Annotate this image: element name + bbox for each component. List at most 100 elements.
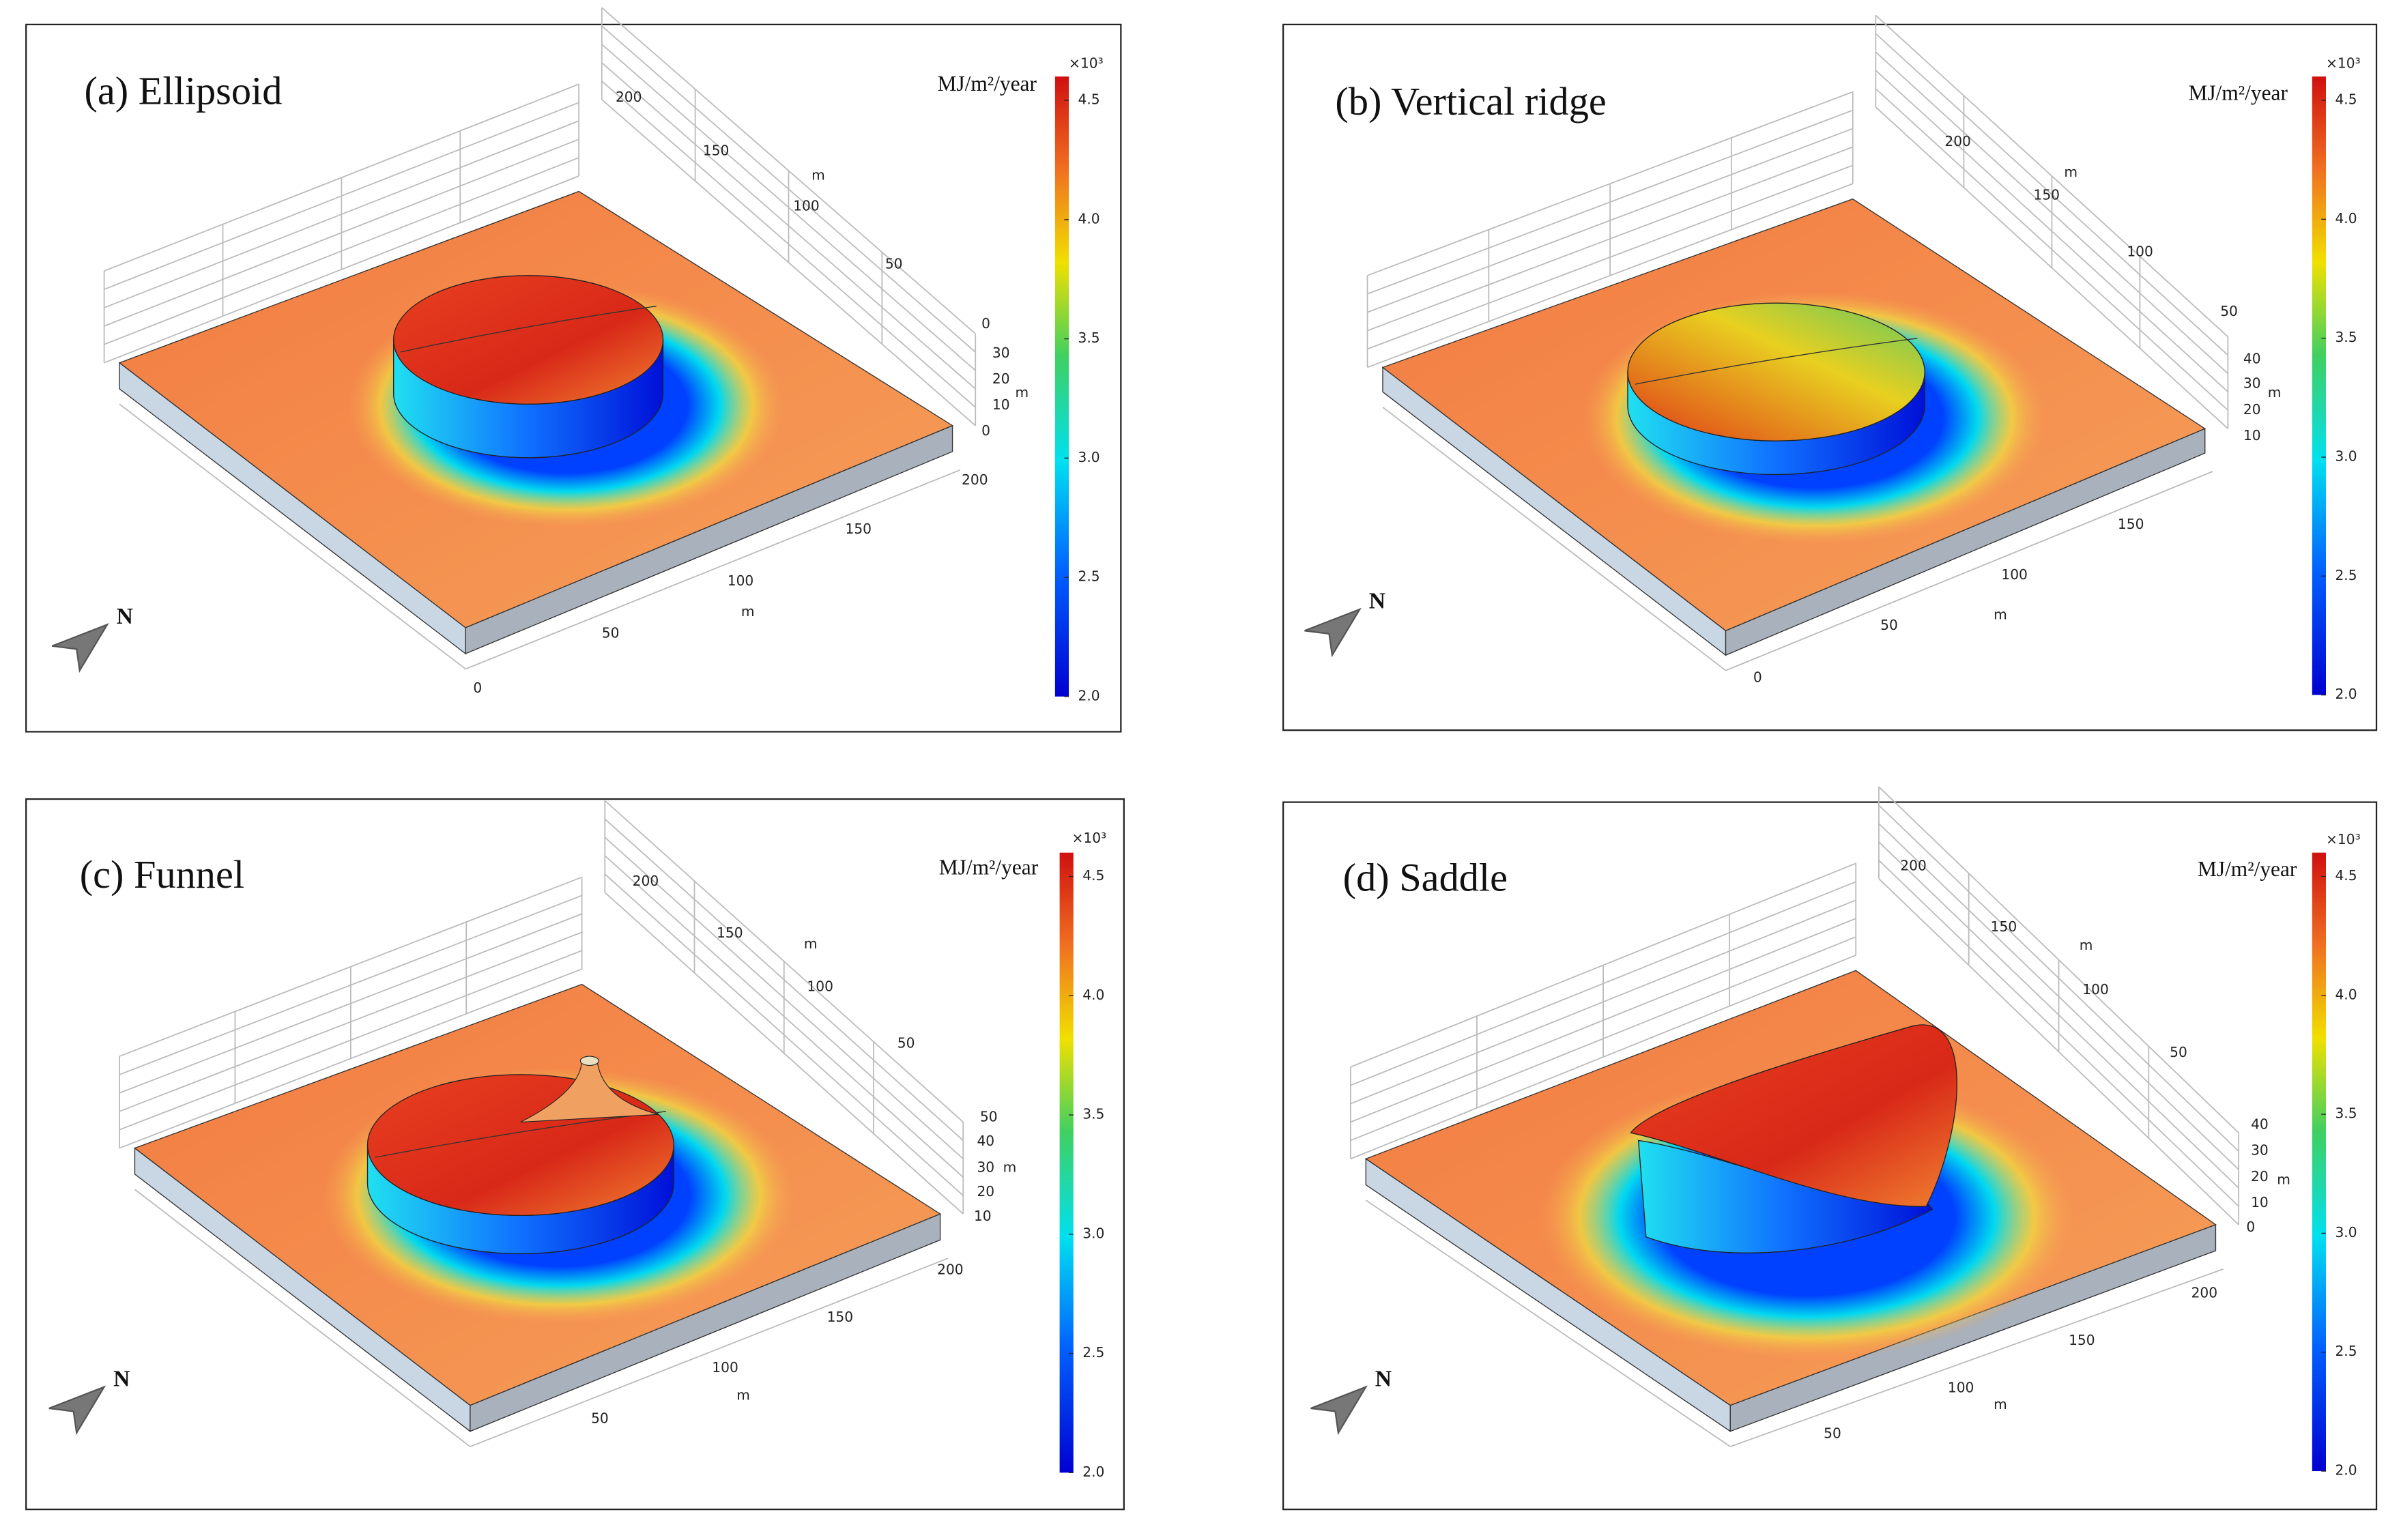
colorbar [2312,852,2327,1472]
axis-tick-label: 100 [2127,244,2153,260]
axis-tick-label: 20 [992,371,1010,387]
building-roof [1630,1024,1957,1207]
axis-tick-label: 200 [2191,1284,2218,1301]
building-roof [392,275,664,405]
axis-unit: m [2064,164,2077,180]
colorbar-tick-label: 2.0 [2335,1462,2357,1479]
building-roof [366,1074,674,1217]
colorbar-unit: MJ/m²/year [2198,857,2297,881]
colorbar-multiplier: ×10³ [2326,55,2361,72]
axis-tick-label: 150 [2118,516,2144,532]
axis-line [470,1258,949,1447]
colorbar-tick-label: 2.0 [1082,1464,1104,1480]
axis-unit: m [2080,937,2093,953]
colorbar-tick-label: 3.5 [2335,329,2357,345]
roof-ridge [1635,338,1918,385]
colorbar-tick-label: 2.0 [2335,686,2357,702]
axis-tick-label: 0 [1753,669,1762,685]
colorbar-tick-label: 3.0 [2335,448,2357,464]
axis-tick-label: 100 [2082,981,2109,998]
axis-unit: m [2277,1171,2290,1187]
axis-tick-label: 100 [793,197,820,214]
colorbar-tick-label: 4.5 [2335,867,2357,884]
axis-unit: m [1016,384,1029,401]
colorbar-multiplier: ×10³ [1069,55,1104,72]
axis-tick-label: 50 [980,1108,998,1124]
colorbar-tick-label: 3.0 [1078,449,1100,465]
building-roof [1627,302,1925,441]
building-side [1637,1139,1933,1253]
axis-line [134,1189,471,1447]
panel: (b) Vertical ridge MJ/m²/year ×10³ 2.0 2.5 3.… [1282,14,2378,731]
axis-unit: m [1994,606,2007,622]
panel: (d) Saddle MJ/m²/year ×10³ 2.0 2.5 3.0 3.5 4.0 4… [1282,786,2378,1511]
axis-tick-label: 200 [1900,857,1927,873]
colorbar-tick-label: 2.5 [2335,1343,2357,1359]
panel-title: (b) Vertical ridge [1335,79,1606,124]
colorbar-unit: MJ/m²/year [2188,81,2288,104]
axis-line [1365,1200,1731,1447]
colorbar-multiplier: ×10³ [1072,830,1107,846]
axis-tick-label: 0 [981,315,990,332]
axis-tick-label: 20 [2251,1168,2269,1185]
north-label: N [113,1366,130,1391]
axis-tick-label: 50 [1880,617,1898,633]
axis-tick-label: 200 [1944,133,1971,149]
axis-unit: m [811,167,825,184]
axis-tick-label: 200 [962,471,988,488]
axis-tick-label: 20 [977,1183,994,1200]
axis-line [119,403,466,670]
colorbar-tick-label: 4.0 [1078,210,1100,227]
axis-unit: m [1003,1159,1017,1175]
axis-tick-label: 100 [728,572,754,589]
colorbar-tick-label: 4.0 [2335,210,2357,227]
axis-tick-label: 0 [473,680,482,696]
colorbar-tick-label: 3.5 [2335,1105,2357,1122]
axis-unit: m [2268,384,2282,401]
grid-line [1367,91,1854,276]
colorbar-tick-label: 2.5 [2335,567,2357,583]
north-label: N [117,604,133,629]
panel-title: (c) Funnel [80,852,244,897]
colorbar-tick-label: 3.5 [1078,330,1100,346]
axis-tick-label: 10 [974,1208,992,1224]
axis-tick-label: 40 [2251,1116,2269,1133]
axis-tick-label: 0 [2246,1219,2255,1235]
axis-tick-label: 30 [992,345,1010,361]
north-arrow [48,1385,106,1436]
axis-line [1725,471,2213,671]
north-arrow [51,623,109,673]
axis-tick-label: 0 [981,422,990,439]
axis-tick-label: 50 [897,1035,915,1051]
roof-ridge [400,306,657,353]
axis-tick-label: 30 [2243,375,2261,392]
axis-tick-label: 150 [1991,918,2017,935]
axis-tick-label: 100 [712,1359,738,1376]
axis-tick-label: 50 [885,256,903,272]
grid-line [104,83,579,272]
axis-tick-label: 10 [992,396,1010,413]
colorbar-tick-label: 3.0 [2335,1224,2357,1240]
axis-tick-label: 150 [827,1309,854,1325]
axis-tick-label: 10 [2251,1194,2269,1210]
axis-line [1382,407,1727,671]
colorbar-tick-label: 2.0 [1078,687,1100,703]
axis-tick-label: 200 [937,1262,964,1278]
colorbar-multiplier: ×10³ [2326,831,2361,847]
axis-tick-label: 50 [2220,303,2238,319]
axis-tick-label: 100 [1948,1379,1974,1395]
axis-tick-label: 30 [977,1159,994,1175]
panel: (a) Ellipsoid MJ/m²/year ×10³ 2.0 2.5 3.0 3.5 4… [25,7,1122,733]
panel-title: (d) Saddle [1343,856,1508,900]
axis-tick-label: 150 [703,143,730,159]
axis-tick-label: 150 [2069,1332,2095,1348]
axis-tick-label: 200 [633,873,659,889]
axis-unit: m [1994,1396,2007,1412]
colorbar-tick-label: 4.0 [2335,986,2357,1002]
axis-tick-label: 150 [2033,187,2060,203]
colorbar-tick-label: 4.5 [1082,867,1104,884]
colorbar-tick-label: 4.0 [1082,987,1104,1003]
axis-tick-label: 50 [591,1410,609,1426]
axis-unit: m [804,935,818,952]
